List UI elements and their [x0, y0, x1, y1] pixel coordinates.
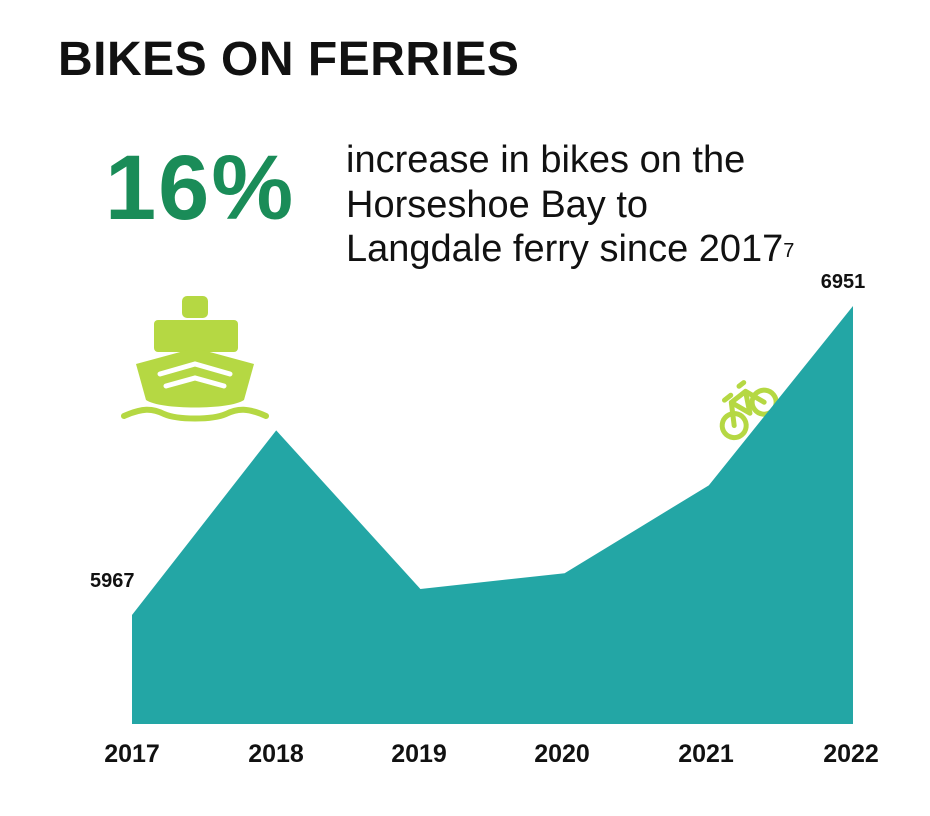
x-tick-label-2017: 2017 — [104, 740, 160, 768]
ferry-stripe-1 — [157, 361, 233, 377]
area-series — [132, 306, 853, 724]
x-tick-label-2021: 2021 — [678, 740, 734, 768]
data-label-2017: 5967 — [90, 570, 135, 592]
ferry-cabin — [154, 320, 238, 352]
ferry-funnel — [182, 296, 208, 318]
x-tick-label-2019: 2019 — [391, 740, 447, 768]
bike-rear-wheel — [719, 411, 749, 441]
ferry-stripe-2 — [163, 375, 227, 389]
bike-seat — [721, 392, 734, 403]
stat-description: increase in bikes on the Horseshoe Bay t… — [346, 138, 806, 272]
x-tick-label-2020: 2020 — [534, 740, 590, 768]
x-tick-label-2018: 2018 — [248, 740, 304, 768]
stat-description-text: increase in bikes on the Horseshoe Bay t… — [346, 139, 784, 270]
label-layer: 2017 2018 2019 2020 2021 2022 5967 6951 — [90, 271, 879, 768]
stat-value: 16% — [105, 137, 296, 239]
ferry-wave — [121, 406, 269, 422]
bike-handlebar — [736, 380, 747, 389]
footnote-marker: 7 — [783, 240, 795, 262]
bike-frame — [728, 388, 767, 429]
area-layer — [131, 305, 854, 724]
data-label-2022: 6951 — [821, 271, 866, 293]
x-tick-label-2022: 2022 — [823, 740, 879, 768]
ferry-icon — [121, 296, 269, 422]
bicycle-icon — [719, 380, 779, 441]
chart-title: BIKES ON FERRIES — [58, 33, 520, 86]
